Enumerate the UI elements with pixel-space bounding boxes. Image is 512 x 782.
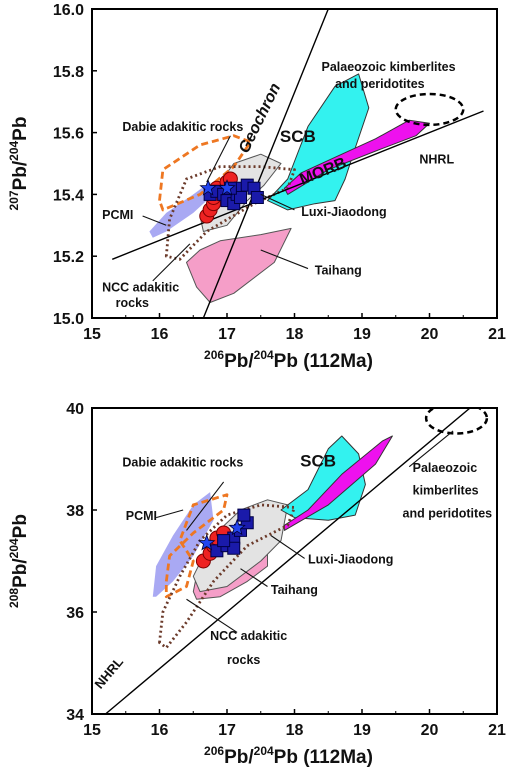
leader-line (240, 568, 268, 587)
plot-area (111, 9, 484, 318)
annotation-pcmi: PCMI (126, 509, 157, 523)
field-scb (267, 73, 370, 211)
reference-line-nhrl (111, 110, 484, 260)
field-palaeozoic-kimberlites-and-peridotites (394, 92, 465, 127)
x-tick-label: 17 (218, 722, 236, 739)
annotation-kimberlites: kimberlites (413, 484, 479, 498)
annotation-and-peridotites: and peridotites (335, 77, 425, 91)
x-tick-label: 18 (286, 722, 304, 739)
leader-line (408, 430, 454, 468)
x-tick-label: 20 (421, 326, 439, 343)
leader-line (260, 193, 295, 211)
data-point-square (250, 190, 264, 204)
y-axis-title: 208Pb/204Pb (7, 514, 31, 608)
annotation-dabie-adakitic-rocks: Dabie adakitic rocks (122, 120, 243, 134)
field-luxi-jiaodong (192, 499, 289, 593)
field-label-scb: SCB (280, 127, 316, 146)
annotation-luxi-jiaodong: Luxi-Jiaodong (301, 205, 386, 219)
x-tick-label: 18 (286, 326, 304, 343)
field-dabie-adakitic-rocks (158, 134, 253, 212)
y-tick-label: 15.6 (53, 126, 84, 143)
field-palaeozoic-kimberlites-and-peridotites (424, 408, 489, 435)
x-tick-label: 16 (151, 326, 169, 343)
plot-area (105, 408, 489, 714)
y-tick-label: 16.0 (53, 2, 84, 19)
annotation-rocks: rocks (116, 296, 149, 310)
x-tick-label: 15 (83, 722, 101, 739)
x-tick-label: 21 (488, 326, 506, 343)
x-axis-title: 206Pb/204Pb (112Ma) (204, 348, 373, 372)
leader-line (152, 243, 191, 282)
x-tick-label: 19 (353, 326, 371, 343)
annotation-ncc-adakitic: NCC adakitic (210, 629, 287, 643)
y-axis-title: 207Pb/204Pb (7, 117, 31, 211)
y-tick-label: 15.0 (53, 311, 84, 328)
annotation-luxi-jiaodong: Luxi-Jiaodong (308, 553, 393, 567)
field-ncc-adakitic-rocks (164, 165, 296, 261)
field-dabie-adakitic-rocks (164, 493, 229, 599)
x-axis-title: 206Pb/204Pb (112Ma) (204, 744, 373, 768)
leader-line (186, 598, 238, 633)
reference-line-geochron (202, 9, 329, 318)
leader-line (260, 249, 309, 270)
annotation-pcmi: PCMI (102, 208, 133, 222)
annotation-nhrl: NHRL (419, 153, 454, 167)
data-point-star (198, 533, 216, 551)
data-point-square (227, 541, 241, 555)
x-tick-label: 16 (151, 722, 169, 739)
field-label-scb: SCB (300, 452, 336, 471)
x-tick-label: 21 (488, 722, 506, 739)
field-ncc-adakitic-rocks (158, 503, 296, 650)
annotation-ncc-adakitic: NCC adakitic (102, 281, 179, 295)
y-tick-label: 38 (66, 503, 84, 520)
data-point-square (237, 508, 251, 522)
y-tick-label: 15.4 (53, 187, 84, 204)
data-point-star (218, 179, 236, 196)
x-tick-label: 15 (83, 326, 101, 343)
leader-line (142, 215, 167, 226)
field-label-nhrl: NHRL (91, 654, 126, 691)
y-tick-label: 34 (66, 707, 84, 724)
data-point-star (228, 518, 246, 536)
leader-line (186, 481, 225, 531)
annotation-dabie-adakitic-rocks: Dabie adakitic rocks (122, 456, 243, 470)
annotation-taihang: Taihang (271, 583, 318, 597)
field-label-geochron: Geochron (236, 80, 285, 156)
leader-line (155, 509, 184, 519)
annotation-palaeozoic-kimberlites: Palaeozoic kimberlites (322, 60, 456, 74)
field-morb (283, 435, 393, 531)
annotation-taihang: Taihang (315, 264, 362, 278)
plot-frame (91, 407, 498, 715)
field-taihang (186, 227, 292, 303)
leader-line (270, 535, 305, 559)
annotation-and-peridotites: and peridotites (403, 507, 493, 521)
x-tick-label: 17 (218, 326, 236, 343)
y-tick-label: 36 (66, 605, 84, 622)
leader-line (206, 135, 231, 183)
chart-panel-2: 15 16 17 18 19 20 21 34 36 38 40 206Pb/204Pb (112Ma… (7, 401, 506, 768)
y-tick-label: 40 (66, 401, 84, 418)
data-point-square (217, 534, 231, 548)
data-point-square (234, 190, 247, 204)
reference-line-nhrl (105, 408, 471, 714)
annotation-palaeozoic: Palaeozoic (413, 461, 478, 475)
y-tick-label: 15.2 (53, 249, 84, 266)
field-morb (283, 119, 430, 195)
y-tick-label: 15.8 (53, 64, 84, 81)
x-tick-label: 20 (421, 722, 439, 739)
chart-panel-1: 15 16 17 18 19 20 21 15.0 15.2 15.4 15.6 15.8 16.0 20… (7, 2, 506, 372)
annotation-rocks: rocks (227, 653, 260, 667)
data-point-star (199, 179, 217, 196)
field-pcmi (149, 182, 214, 238)
x-tick-label: 19 (353, 722, 371, 739)
